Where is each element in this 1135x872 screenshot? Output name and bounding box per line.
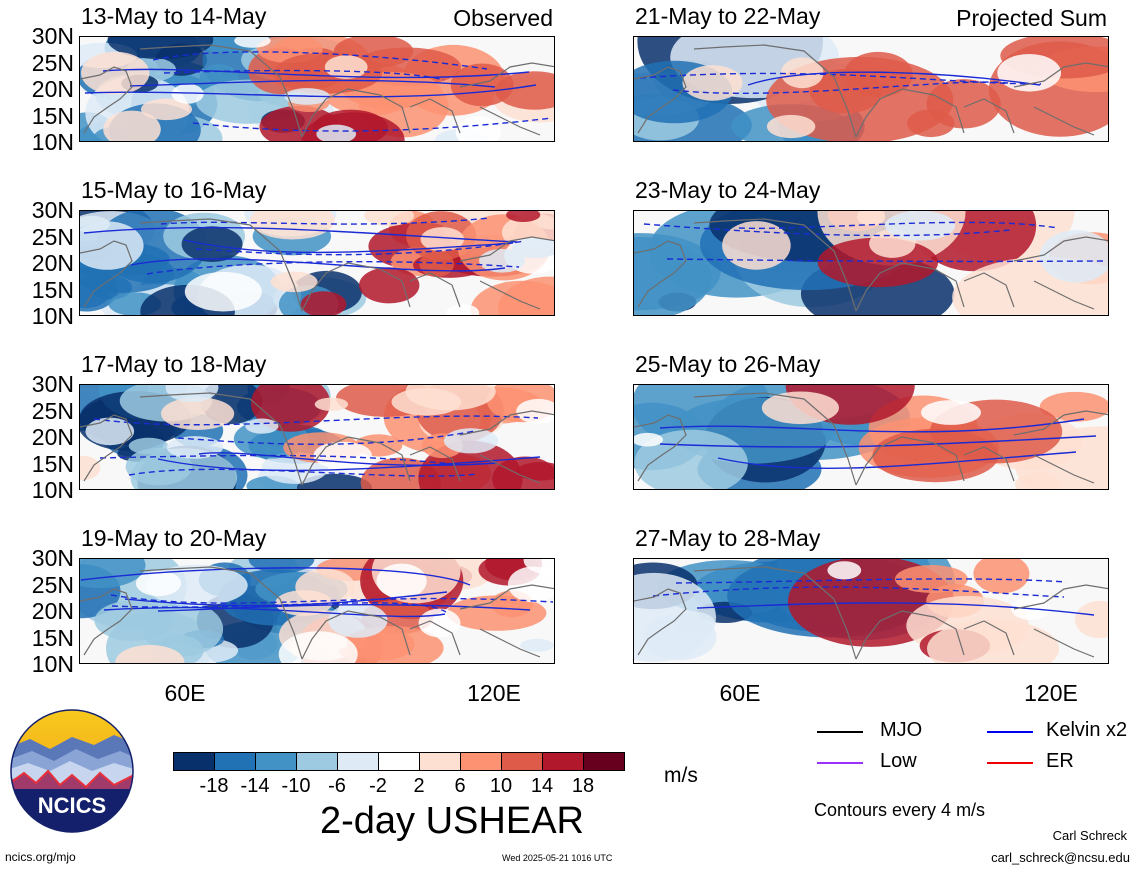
colorbar-tick-label: -14	[240, 775, 270, 797]
colorbar-tick-label: -10	[281, 775, 311, 797]
map-panel	[79, 384, 555, 490]
legend-kelvin-label: Kelvin x2	[1046, 719, 1128, 741]
shear-field	[80, 37, 554, 141]
colorbar-tick-label: 6	[454, 775, 466, 797]
colorbar-swatch	[296, 752, 338, 771]
colorbar-swatch	[542, 752, 584, 771]
shear-field	[80, 559, 554, 663]
lon-label: 120E	[467, 680, 521, 706]
map-panel	[633, 558, 1109, 664]
shear-field	[80, 385, 554, 489]
lat-label: 15N	[31, 102, 74, 129]
colorbar-tick-label: 2	[413, 775, 425, 797]
shear-field	[80, 211, 554, 315]
lat-label: 20N	[31, 424, 74, 450]
legend-low-label: Low	[880, 750, 917, 772]
lat-label: 30N	[31, 371, 74, 397]
legend-kelvin-line	[987, 731, 1033, 733]
lon-label: 120E	[1024, 680, 1078, 706]
colorbar-swatch	[460, 752, 502, 771]
legend-er-line	[987, 762, 1033, 764]
map-panel	[79, 558, 555, 664]
logo-text: NCICS	[38, 793, 106, 818]
map-panel	[79, 210, 555, 316]
lat-label: 15N	[31, 624, 74, 651]
colorbar-swatch	[337, 752, 379, 771]
colorbar-swatch	[419, 752, 461, 771]
colorbar-swatch	[173, 752, 215, 771]
footer-author: Carl Schreck	[1052, 828, 1127, 843]
panel-title: 17-May to 18-May	[81, 351, 267, 377]
lat-label: 30N	[31, 23, 74, 49]
lat-label: 10N	[31, 477, 74, 503]
lat-label: 25N	[31, 223, 74, 250]
panel-tag: Observed	[453, 5, 553, 31]
shear-field	[634, 559, 1108, 663]
colorbar-tick-label: -18	[199, 775, 229, 797]
lat-label: 25N	[31, 49, 74, 76]
lat-label: 10N	[31, 303, 74, 329]
colorbar-swatch	[501, 752, 543, 771]
panel-title: 27-May to 28-May	[635, 525, 821, 551]
colorbar-swatch	[214, 752, 256, 771]
legend-mjo-label: MJO	[880, 719, 923, 741]
lat-label: 10N	[31, 129, 74, 155]
panel-tag: Projected Sum	[956, 5, 1107, 31]
colorbar-tick-label: 18	[571, 775, 595, 797]
lat-label: 25N	[31, 571, 74, 598]
colorbar-tick-label: 10	[489, 775, 513, 797]
map-panel	[633, 384, 1109, 490]
map-panel	[633, 210, 1109, 316]
colorbar-swatch	[583, 752, 625, 771]
colorbar-tick-label: -2	[369, 775, 387, 797]
panel-title: 13-May to 14-May	[81, 3, 267, 29]
ncics-logo-graphic: NCICS	[10, 709, 134, 833]
footer-timestamp: Wed 2025-05-21 1016 UTC	[502, 853, 613, 863]
contour-note: Contours every 4 m/s	[814, 800, 986, 820]
colorbar-units: m/s	[664, 764, 698, 787]
shear-field	[634, 37, 1108, 141]
lat-label: 25N	[31, 397, 74, 424]
legend-mjo-line	[817, 731, 863, 733]
footer-email[interactable]: carl_schreck@ncsu.edu	[991, 850, 1130, 865]
footer-link[interactable]: ncics.org/mjo	[5, 850, 76, 864]
map-panel	[633, 36, 1109, 142]
map-panel	[79, 36, 555, 142]
panel-title: 15-May to 16-May	[81, 177, 267, 203]
panel-title: 19-May to 20-May	[81, 525, 267, 551]
panel-title: 21-May to 22-May	[635, 3, 821, 29]
colorbar-swatch	[378, 752, 420, 771]
legend-low-line	[817, 762, 863, 764]
colorbar-swatch	[255, 752, 297, 771]
panel-title: 25-May to 26-May	[635, 351, 821, 377]
panel-title: 23-May to 24-May	[635, 177, 821, 203]
lat-label: 30N	[31, 197, 74, 223]
lat-label: 30N	[31, 545, 74, 571]
colorbar-tick-label: 14	[530, 775, 554, 797]
lat-label: 20N	[31, 598, 74, 624]
lat-label: 20N	[31, 250, 74, 276]
lon-label: 60E	[719, 680, 761, 706]
lat-label: 20N	[31, 76, 74, 102]
legend-er-label: ER	[1046, 750, 1074, 772]
main-title: 2-day USHEAR	[320, 800, 584, 842]
lat-label: 15N	[31, 276, 74, 303]
shear-field	[634, 211, 1108, 315]
colorbar-tick-label: -6	[328, 775, 346, 797]
ncics-logo: NCICS	[10, 709, 134, 833]
lat-label: 10N	[31, 651, 74, 677]
shear-field	[634, 385, 1108, 489]
lon-label: 60E	[164, 680, 206, 706]
lat-label: 15N	[31, 450, 74, 477]
